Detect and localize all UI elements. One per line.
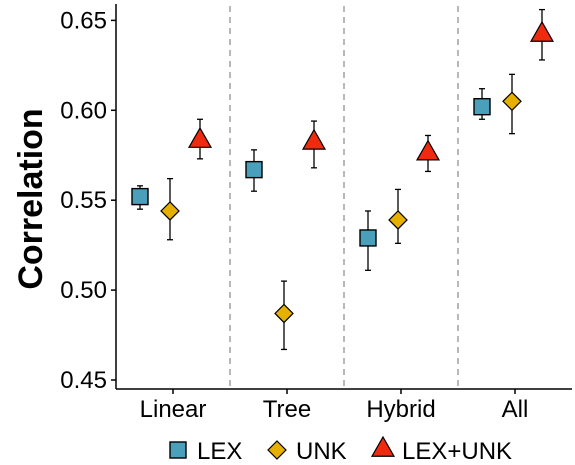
- point-unk: [274, 303, 294, 324]
- legend-marker-lex: [169, 441, 187, 459]
- x-tick-label: Linear: [140, 396, 207, 423]
- y-tick-label: 0.55: [60, 187, 107, 214]
- legend: LEX UNK LEX+UNK: [169, 435, 512, 465]
- legend-label-lex-unk: LEX+UNK: [402, 438, 512, 465]
- legend-label-unk: UNK: [296, 438, 347, 465]
- point-lex: [245, 160, 263, 179]
- point-unk: [502, 91, 522, 112]
- point-lex: [131, 187, 149, 206]
- point-unk: [388, 210, 408, 230]
- x-tick-label: Hybrid: [366, 396, 435, 423]
- legend-marker-unk: [267, 440, 287, 460]
- point-lex-unk: [301, 128, 327, 150]
- plot-area: 0.45 0.50 0.55 0.60 0.65 Linear Tree Hybrid All: [60, 4, 572, 423]
- x-tick-label: Tree: [263, 396, 311, 423]
- point-lex: [359, 229, 377, 247]
- point-lex-unk: [529, 20, 555, 42]
- point-lex-unk: [415, 139, 441, 161]
- legend-label-lex: LEX: [197, 438, 242, 465]
- y-tick-label: 0.45: [60, 367, 107, 394]
- point-lex-unk: [187, 126, 213, 148]
- y-tick-label: 0.60: [60, 97, 107, 124]
- y-tick-label: 0.65: [60, 7, 107, 34]
- legend-marker-lex-unk: [370, 435, 396, 457]
- y-axis-label: Correlation: [12, 108, 50, 289]
- y-tick-label: 0.50: [60, 277, 107, 304]
- x-tick-label: All: [502, 396, 529, 423]
- point-lex: [473, 97, 491, 116]
- point-unk: [160, 201, 180, 221]
